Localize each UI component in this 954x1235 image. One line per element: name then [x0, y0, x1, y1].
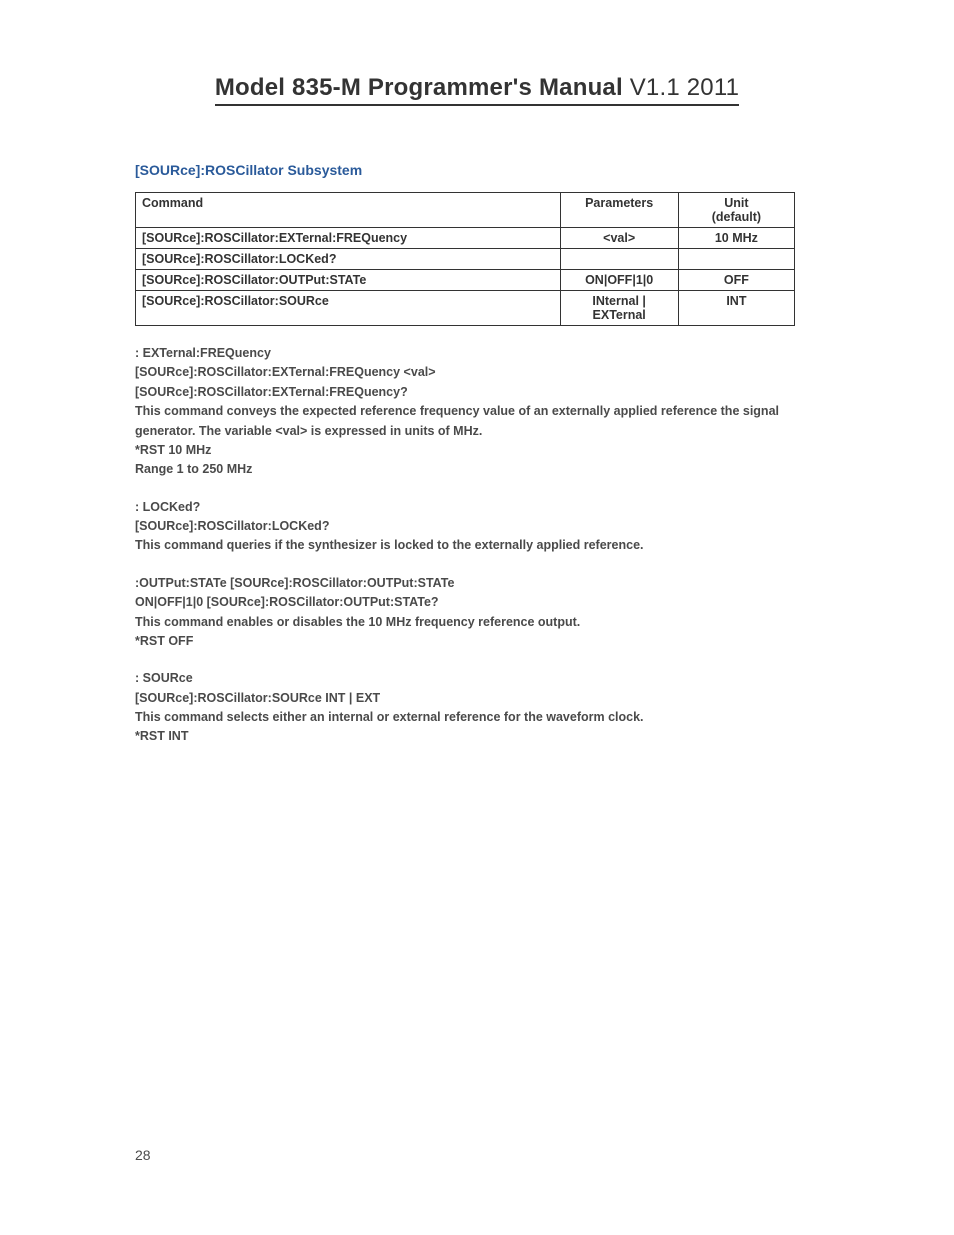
cell-unit: INT — [678, 291, 794, 326]
desc-block-source: : SOURce [SOURce]:ROSCillator:SOURce INT… — [135, 669, 795, 747]
cell-command: [SOURce]:ROSCillator:SOURce — [136, 291, 561, 326]
table-row: [SOURce]:ROSCillator:SOURce INternal | E… — [136, 291, 795, 326]
desc-line: *RST INT — [135, 727, 795, 746]
desc-line: *RST OFF — [135, 632, 795, 651]
desc-line: Range 1 to 250 MHz — [135, 460, 795, 479]
cell-parameters — [560, 249, 678, 270]
header-unit-line2: (default) — [712, 210, 761, 224]
desc-line: This command selects either an internal … — [135, 708, 795, 727]
section-heading: [SOURce]:ROSCillator Subsystem — [135, 162, 819, 178]
desc-line: This command conveys the expected refere… — [135, 402, 795, 441]
desc-line: : EXTernal:FREQuency — [135, 344, 795, 363]
desc-block-external-frequency: : EXTernal:FREQuency [SOURce]:ROSCillato… — [135, 344, 795, 480]
cell-parameters: ON|OFF|1|0 — [560, 270, 678, 291]
cell-parameters: <val> — [560, 228, 678, 249]
desc-line: [SOURce]:ROSCillator:LOCKed? — [135, 517, 795, 536]
title-light: V1.1 2011 — [623, 74, 739, 101]
command-table: Command Parameters Unit (default) [SOURc… — [135, 192, 795, 326]
cell-command: [SOURce]:ROSCillator:LOCKed? — [136, 249, 561, 270]
manual-title: Model 835-M Programmer's Manual V1.1 201… — [215, 74, 739, 106]
desc-line: : SOURce — [135, 669, 795, 688]
table-header-row: Command Parameters Unit (default) — [136, 193, 795, 228]
desc-line: This command queries if the synthesizer … — [135, 536, 795, 555]
cell-command: [SOURce]:ROSCillator:EXTernal:FREQuency — [136, 228, 561, 249]
page-header: Model 835-M Programmer's Manual V1.1 201… — [135, 74, 819, 106]
cell-parameters: INternal | EXTernal — [560, 291, 678, 326]
header-parameters: Parameters — [560, 193, 678, 228]
desc-block-locked: : LOCKed? [SOURce]:ROSCillator:LOCKed? T… — [135, 498, 795, 556]
title-bold: Model 835-M Programmer's Manual — [215, 74, 623, 101]
cell-unit: 10 MHz — [678, 228, 794, 249]
cell-unit: OFF — [678, 270, 794, 291]
desc-line: *RST 10 MHz — [135, 441, 795, 460]
table-row: [SOURce]:ROSCillator:EXTernal:FREQuency … — [136, 228, 795, 249]
desc-block-output-state: :OUTPut:STATe [SOURce]:ROSCillator:OUTPu… — [135, 574, 795, 652]
header-unit: Unit (default) — [678, 193, 794, 228]
desc-line: [SOURce]:ROSCillator:EXTernal:FREQuency? — [135, 383, 795, 402]
desc-line: :OUTPut:STATe [SOURce]:ROSCillator:OUTPu… — [135, 574, 795, 593]
desc-line: This command enables or disables the 10 … — [135, 613, 795, 632]
cell-command: [SOURce]:ROSCillator:OUTPut:STATe — [136, 270, 561, 291]
desc-line: ON|OFF|1|0 [SOURce]:ROSCillator:OUTPut:S… — [135, 593, 795, 612]
header-command: Command — [136, 193, 561, 228]
page-number: 28 — [135, 1147, 151, 1163]
cell-unit — [678, 249, 794, 270]
desc-line: [SOURce]:ROSCillator:SOURce INT | EXT — [135, 689, 795, 708]
desc-line: [SOURce]:ROSCillator:EXTernal:FREQuency … — [135, 363, 795, 382]
table-row: [SOURce]:ROSCillator:OUTPut:STATe ON|OFF… — [136, 270, 795, 291]
desc-line: : LOCKed? — [135, 498, 795, 517]
table-row: [SOURce]:ROSCillator:LOCKed? — [136, 249, 795, 270]
header-unit-line1: Unit — [724, 196, 748, 210]
